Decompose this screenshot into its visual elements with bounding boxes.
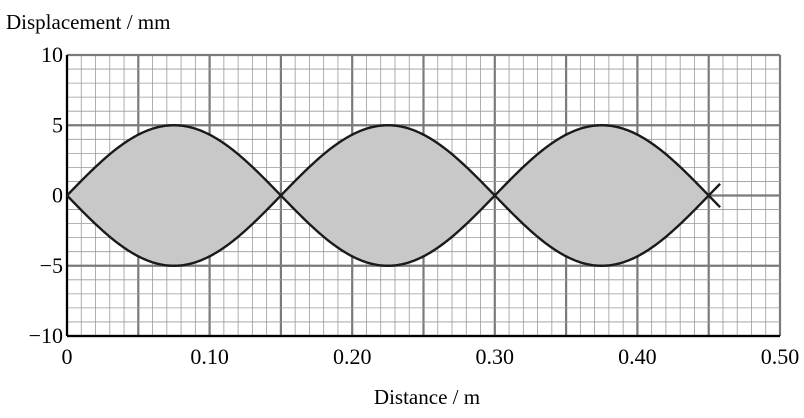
x-tick-label: 0 — [62, 344, 73, 369]
y-tick-label: 5 — [52, 112, 63, 137]
y-tick-label: 10 — [41, 42, 63, 67]
wave-curves — [66, 124, 721, 267]
y-axis-label: Displacement / mm — [6, 10, 170, 34]
y-tick-label: 0 — [52, 183, 63, 208]
x-tick-label: 0.50 — [761, 344, 800, 369]
lower-envelope-line — [66, 193, 721, 267]
x-tick-label: 0.20 — [333, 344, 372, 369]
wave-fill — [67, 125, 709, 266]
wave-loop-fill — [67, 125, 709, 266]
y-tick-label: −10 — [29, 323, 63, 348]
x-axis-label: Distance / m — [374, 385, 480, 409]
x-tick-label: 0.40 — [618, 344, 657, 369]
x-tick-label: 0.10 — [190, 344, 229, 369]
x-tick-label: 0.30 — [476, 344, 515, 369]
upper-envelope-line — [66, 124, 721, 198]
y-tick-label: −5 — [40, 253, 63, 278]
